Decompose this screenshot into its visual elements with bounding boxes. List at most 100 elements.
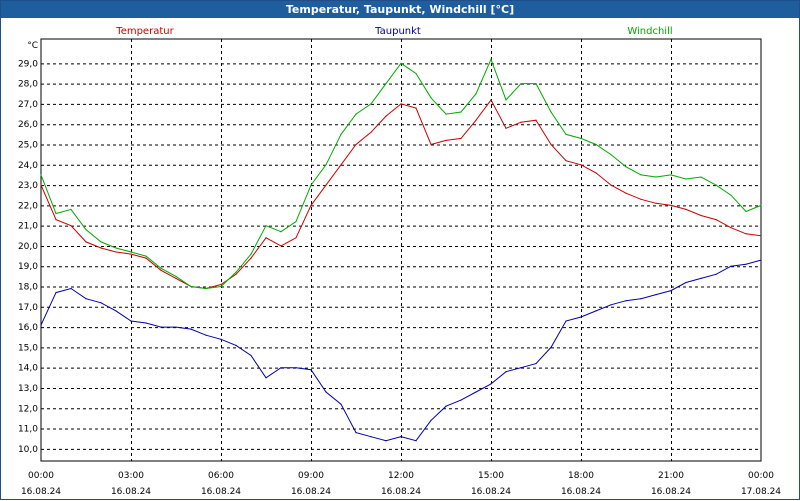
- data-point: [265, 237, 267, 239]
- data-point: [685, 281, 687, 284]
- data-point: [730, 227, 732, 229]
- data-point: [490, 58, 492, 60]
- y-tick-label: 11,0: [18, 425, 38, 435]
- data-point: [475, 93, 477, 95]
- data-point: [385, 83, 387, 85]
- y-tick-label: 24,0: [18, 161, 38, 171]
- x-tick-time: 06:00: [208, 471, 234, 481]
- data-point: [325, 184, 327, 186]
- data-point: [250, 257, 252, 259]
- data-point: [550, 346, 552, 348]
- x-tick-time: 15:00: [478, 471, 504, 481]
- data-point: [700, 176, 702, 178]
- data-point: [400, 103, 402, 105]
- data-point: [535, 119, 537, 121]
- y-axis-label: °C: [27, 41, 38, 51]
- data-point: [175, 275, 177, 277]
- data-point: [700, 277, 702, 279]
- data-point: [310, 204, 312, 206]
- data-point: [265, 377, 267, 379]
- data-point: [505, 127, 507, 129]
- data-point: [430, 97, 432, 99]
- data-point: [760, 259, 762, 261]
- data-point: [385, 115, 387, 117]
- data-point: [130, 320, 132, 322]
- data-point: [145, 257, 147, 259]
- x-tick-date: 17.08.24: [741, 487, 781, 497]
- data-point: [625, 192, 627, 194]
- data-point: [460, 137, 462, 139]
- data-point: [625, 166, 627, 168]
- data-point: [595, 143, 597, 146]
- y-tick-label: 22,0: [18, 201, 38, 211]
- data-point: [280, 231, 282, 233]
- data-point: [55, 292, 57, 294]
- data-point: [295, 221, 297, 223]
- data-point: [340, 164, 342, 166]
- data-point: [445, 139, 447, 141]
- y-tick-label: 17,0: [18, 303, 38, 313]
- data-point: [490, 383, 492, 385]
- data-point: [85, 241, 87, 243]
- data-point: [265, 225, 267, 227]
- data-point: [115, 251, 117, 253]
- data-point: [160, 326, 162, 328]
- data-point: [610, 304, 612, 306]
- data-point: [595, 310, 597, 312]
- data-point: [115, 247, 117, 249]
- data-point: [310, 184, 312, 186]
- data-point: [715, 219, 717, 221]
- data-point: [565, 133, 567, 135]
- x-tick-date: 16.08.24: [201, 487, 241, 497]
- data-point: [220, 338, 222, 340]
- y-tick-label: 21,0: [18, 222, 38, 232]
- x-tick-date: 16.08.24: [471, 487, 511, 497]
- data-point: [370, 131, 372, 133]
- data-point: [190, 328, 192, 330]
- y-tick-label: 19,0: [18, 262, 38, 272]
- x-tick-date: 16.08.24: [561, 487, 601, 497]
- x-tick-time: 09:00: [298, 471, 324, 481]
- data-point: [280, 367, 282, 369]
- data-point: [460, 111, 462, 113]
- data-point: [760, 204, 762, 206]
- data-point: [535, 83, 537, 85]
- x-tick-date: 16.08.24: [111, 487, 151, 497]
- data-point: [70, 208, 72, 210]
- data-point: [100, 241, 102, 243]
- data-point: [700, 214, 702, 217]
- data-point: [520, 367, 522, 369]
- data-point: [580, 164, 582, 166]
- x-tick-time: 00:00: [28, 471, 54, 481]
- data-point: [655, 176, 657, 178]
- data-point: [490, 99, 492, 101]
- data-point: [40, 184, 42, 186]
- data-point: [655, 202, 657, 204]
- data-point: [730, 265, 732, 267]
- x-tick-time: 18:00: [568, 471, 594, 481]
- data-point: [175, 326, 177, 328]
- y-tick-label: 26,0: [18, 120, 38, 130]
- y-tick-label: 28,0: [18, 80, 38, 90]
- data-point: [40, 324, 42, 326]
- data-point: [115, 310, 117, 312]
- y-tick-label: 23,0: [18, 181, 38, 191]
- data-point: [340, 133, 342, 135]
- data-point: [415, 440, 417, 442]
- data-point: [235, 271, 237, 273]
- data-point: [310, 369, 312, 371]
- data-point: [130, 253, 132, 255]
- y-tick-label: 14,0: [18, 364, 38, 374]
- data-point: [550, 143, 552, 146]
- data-point: [370, 103, 372, 105]
- data-point: [250, 253, 252, 255]
- data-point: [85, 229, 87, 231]
- data-point: [685, 208, 687, 210]
- data-point: [220, 283, 222, 286]
- y-tick-label: 12,0: [18, 404, 38, 414]
- data-point: [505, 99, 507, 101]
- data-point: [640, 174, 642, 176]
- x-tick-date: 16.08.24: [21, 487, 61, 497]
- data-point: [520, 83, 522, 85]
- data-point: [130, 251, 132, 253]
